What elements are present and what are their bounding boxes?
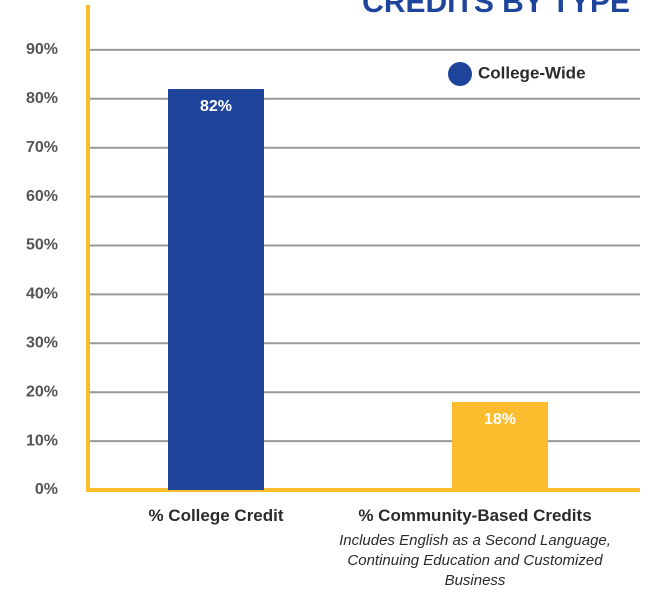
y-tick-label: 70% xyxy=(26,139,58,156)
data-label: 18% xyxy=(484,411,516,428)
y-tick-label: 20% xyxy=(26,383,58,400)
legend-label: College-Wide xyxy=(478,63,586,82)
y-tick-label: 60% xyxy=(26,188,58,205)
y-tick-label: 10% xyxy=(26,432,58,449)
y-tick-label: 90% xyxy=(26,41,58,58)
data-label: 82% xyxy=(200,98,232,115)
category-note: Includes English as a Second Language, C… xyxy=(339,532,611,589)
y-tick-label: 50% xyxy=(26,237,58,254)
y-tick-label: 0% xyxy=(35,481,58,498)
bar xyxy=(168,89,264,491)
y-tick-label: 30% xyxy=(26,335,58,352)
y-tick-label: 40% xyxy=(26,286,58,303)
y-tick-label: 80% xyxy=(26,90,58,107)
x-tick-label: % Community-Based Credits xyxy=(358,506,592,525)
x-tick-label: % College Credit xyxy=(148,506,284,525)
bar xyxy=(452,401,548,490)
legend-marker xyxy=(448,62,472,86)
chart-title: CREDITS BY TYPE xyxy=(362,0,630,19)
